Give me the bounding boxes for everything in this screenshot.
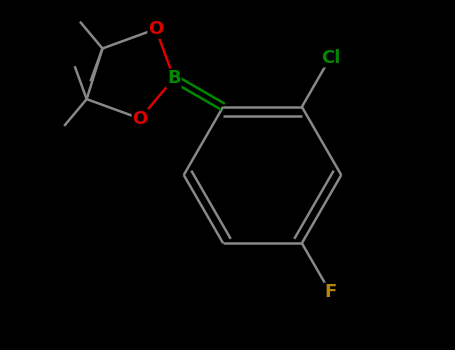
- Text: O: O: [148, 20, 163, 38]
- Text: B: B: [167, 69, 181, 88]
- Text: F: F: [324, 284, 336, 301]
- Text: O: O: [132, 110, 148, 128]
- Text: Cl: Cl: [321, 49, 340, 66]
